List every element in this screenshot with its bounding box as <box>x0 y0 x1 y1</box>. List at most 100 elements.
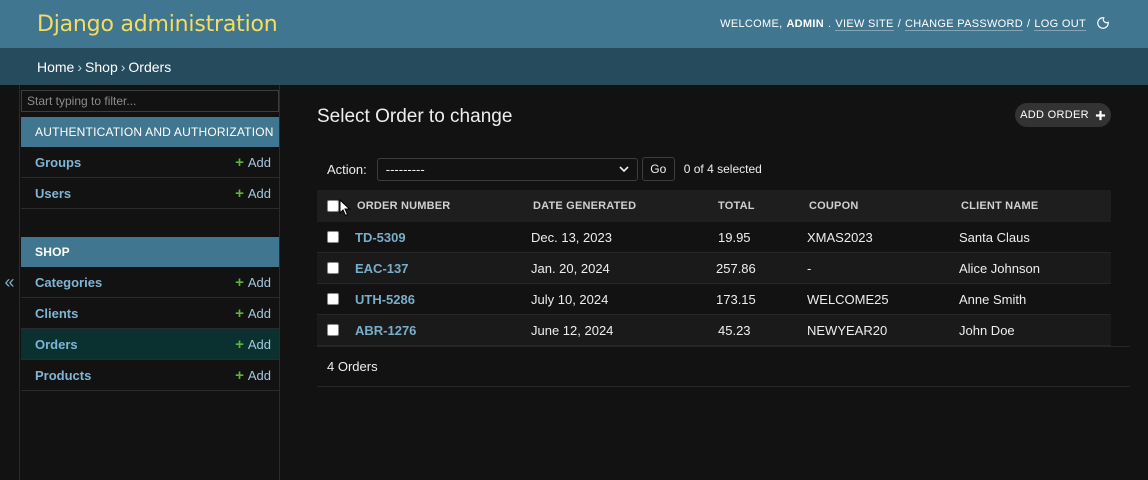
plus-icon: + <box>235 184 244 202</box>
site-title[interactable]: Django administration <box>37 11 278 37</box>
table-row: UTH-5286 July 10, 2024 173.15 WELCOME25 … <box>317 284 1111 315</box>
mouse-cursor-icon <box>339 199 351 217</box>
action-select[interactable]: --------- <box>376 157 638 181</box>
row-checkbox[interactable] <box>327 231 339 243</box>
row-checkbox[interactable] <box>327 262 339 274</box>
sidebar-filter-input[interactable] <box>21 90 279 112</box>
breadcrumb-shop[interactable]: Shop <box>85 58 118 75</box>
column-header-coupon[interactable]: Coupon <box>809 200 859 212</box>
table-header: Order Number Date Generated Total Coupon… <box>317 190 1111 222</box>
username: admin <box>786 18 824 30</box>
plus-icon: + <box>235 366 244 384</box>
add-groups-button[interactable]: + Add <box>235 155 271 170</box>
total-cell: 19.95 <box>718 229 751 245</box>
separator: / <box>897 18 902 30</box>
column-header-total[interactable]: Total <box>718 200 755 212</box>
view-site-link[interactable]: View site <box>835 17 894 31</box>
add-orders-button[interactable]: + Add <box>235 337 271 352</box>
add-label: Add <box>247 185 271 201</box>
column-header-order-number[interactable]: Order Number <box>357 200 451 212</box>
result-table: Order Number Date Generated Total Coupon… <box>317 190 1111 346</box>
breadcrumb-separator: › <box>120 58 126 75</box>
client-name-cell: Alice Johnson <box>959 260 1040 276</box>
date-generated-cell: Dec. 13, 2023 <box>531 229 612 245</box>
select-all-checkbox[interactable] <box>327 200 339 212</box>
date-generated-cell: June 12, 2024 <box>531 322 614 338</box>
welcome-text: Welcome, <box>720 18 783 30</box>
header: Django administration Welcome, admin . V… <box>0 0 1148 48</box>
table-row: ABR-1276 June 12, 2024 45.23 NEWYEAR20 J… <box>317 315 1111 346</box>
table-row: EAC-137 Jan. 20, 2024 257.86 - Alice Joh… <box>317 253 1111 284</box>
model-link-categories[interactable]: Categories <box>35 274 103 290</box>
paginator: 4 Orders <box>317 346 1130 387</box>
coupon-cell: XMAS2023 <box>807 229 873 245</box>
order-number-link[interactable]: ABR-1276 <box>355 322 417 338</box>
add-label: Add <box>247 336 271 352</box>
sidebar-item-categories: Categories + Add <box>21 267 279 298</box>
order-number-link[interactable]: EAC-137 <box>355 260 409 276</box>
separator: . <box>828 18 832 30</box>
plus-icon: + <box>235 304 244 322</box>
model-link-orders[interactable]: Orders <box>35 336 78 352</box>
breadcrumb: Home › Shop › Orders <box>0 48 1148 85</box>
plus-icon: + <box>235 335 244 353</box>
breadcrumb-current: Orders <box>128 58 172 75</box>
sidebar-item-clients: Clients + Add <box>21 298 279 329</box>
add-label: Add <box>247 367 271 383</box>
page-title: Select Order to change <box>317 106 513 127</box>
app-caption-auth[interactable]: Authentication and Authorization <box>21 117 279 147</box>
action-selected-value: --------- <box>385 161 425 177</box>
sidebar-item-users: Users + Add <box>21 178 279 209</box>
sidebar-item-products: Products + Add <box>21 360 279 391</box>
plus-icon: + <box>235 153 244 171</box>
collapse-sidebar-icon[interactable]: « <box>4 272 15 292</box>
user-tools: Welcome, admin . View site / Change pass… <box>720 16 1112 32</box>
sidebar-item-groups: Groups + Add <box>21 147 279 178</box>
plus-circle-icon <box>1095 110 1105 120</box>
change-password-link[interactable]: Change password <box>905 17 1024 31</box>
add-label: Add <box>247 305 271 321</box>
total-cell: 45.23 <box>718 322 751 338</box>
chevron-down-icon <box>619 166 629 173</box>
breadcrumb-home[interactable]: Home <box>37 58 75 75</box>
coupon-cell: WELCOME25 <box>807 291 889 307</box>
date-generated-cell: Jan. 20, 2024 <box>531 260 610 276</box>
go-button[interactable]: Go <box>641 157 675 181</box>
column-header-client-name[interactable]: Client Name <box>961 200 1039 212</box>
add-order-label: Add Order <box>1020 109 1089 121</box>
separator: / <box>1027 18 1031 30</box>
table-row: TD-5309 Dec. 13, 2023 19.95 XMAS2023 San… <box>317 222 1111 253</box>
breadcrumb-separator: › <box>77 58 83 75</box>
actions-bar: Action: --------- Go 0 of 4 selected <box>317 157 762 181</box>
plus-icon: + <box>235 273 244 291</box>
action-label: Action: <box>327 161 367 177</box>
total-cell: 257.86 <box>716 260 756 276</box>
app-caption-shop[interactable]: Shop <box>21 237 279 267</box>
coupon-cell: - <box>807 260 812 276</box>
model-link-clients[interactable]: Clients <box>35 305 79 321</box>
model-link-products[interactable]: Products <box>35 367 92 383</box>
add-clients-button[interactable]: + Add <box>235 306 271 321</box>
selected-count: 0 of 4 selected <box>683 162 762 176</box>
client-name-cell: Santa Claus <box>959 229 1030 245</box>
model-link-groups[interactable]: Groups <box>35 154 82 170</box>
order-number-link[interactable]: TD-5309 <box>355 229 406 245</box>
total-cell: 173.15 <box>716 291 756 307</box>
coupon-cell: NEWYEAR20 <box>807 322 888 338</box>
add-categories-button[interactable]: + Add <box>235 275 271 290</box>
add-users-button[interactable]: + Add <box>235 186 271 201</box>
add-order-button[interactable]: Add Order <box>1015 103 1111 127</box>
row-checkbox[interactable] <box>327 324 339 336</box>
sidebar-item-orders: Orders + Add <box>21 329 279 360</box>
client-name-cell: Anne Smith <box>959 291 1027 307</box>
column-header-date-generated[interactable]: Date Generated <box>533 200 637 212</box>
log-out-link[interactable]: Log out <box>1034 17 1086 31</box>
order-number-link[interactable]: UTH-5286 <box>355 291 415 307</box>
model-link-users[interactable]: Users <box>35 185 72 201</box>
add-label: Add <box>247 274 271 290</box>
theme-toggle-moon-icon[interactable] <box>1096 16 1112 32</box>
add-products-button[interactable]: + Add <box>235 368 271 383</box>
client-name-cell: John Doe <box>959 322 1015 338</box>
row-checkbox[interactable] <box>327 293 339 305</box>
add-label: Add <box>247 154 271 170</box>
